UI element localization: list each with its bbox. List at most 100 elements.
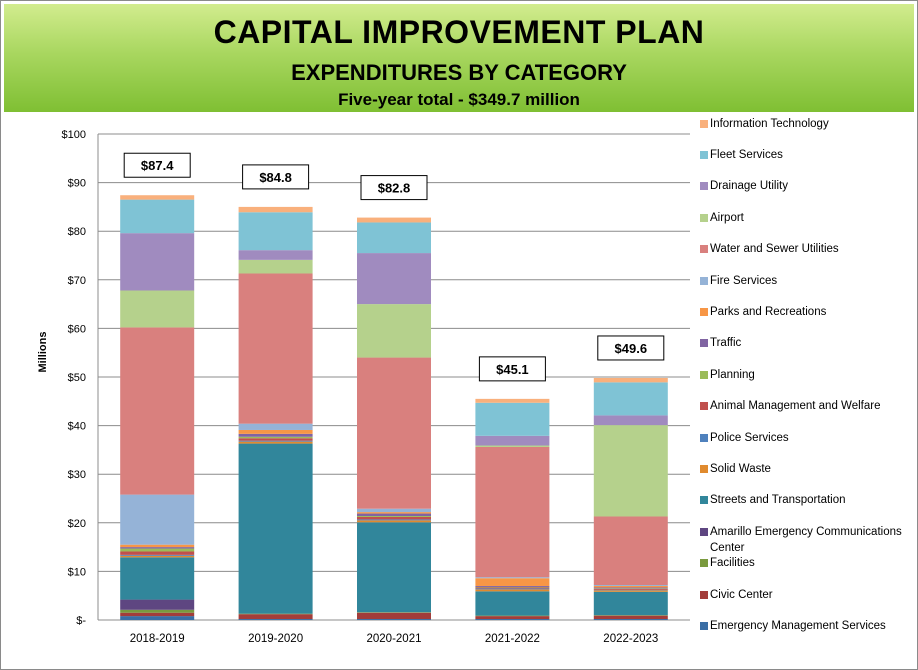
five-year-total: Five-year total - $349.7 million [338,90,580,109]
y-tick-label: $60 [68,323,86,335]
total-label: $82.8 [378,181,411,196]
bar-segment [593,619,668,620]
legend-label: Amarillo Emergency Communications Center [710,526,902,554]
bar-segment [357,619,431,620]
legend-swatch [700,496,708,504]
bar-segment [593,415,668,426]
bar-segment [593,516,668,586]
bar-segment [120,494,195,545]
y-tick-label: $50 [68,372,86,384]
bar-segment [238,438,313,441]
legend-swatch [700,371,708,379]
bar-segment [120,609,195,613]
y-tick-label: $100 [62,129,86,141]
total-label-box [478,356,546,382]
bar-segment [120,616,195,620]
chart-title: CAPITAL IMPROVEMENT PLAN [213,14,705,50]
bar-segment [475,398,550,403]
legend-label: Parks and Recreations [710,306,827,318]
bar-segment [238,436,313,439]
bar-segment [475,445,550,447]
bar-segment [357,516,431,520]
x-tick-label: 2020-2021 [367,633,422,645]
total-label: $87.4 [141,158,174,173]
total-label-box [123,152,191,178]
bar-segment [593,591,668,616]
bar-segment [475,589,550,592]
bar-segment [475,619,550,620]
total-label: $84.8 [259,170,292,185]
legend-label: Fire Services [710,275,778,287]
bar-segment [475,588,550,590]
bar-segment [120,199,195,234]
bar-segment [357,515,431,517]
title-banner: CAPITAL IMPROVEMENT PLAN EXPENDITURES BY… [4,4,914,112]
bar-segment [120,195,195,200]
legend-swatch [700,591,708,599]
bar-segment [475,402,550,436]
legend-label: Facilities [710,557,755,569]
bar-segment [475,585,550,587]
bar-segment [120,555,195,558]
total-label-box [360,175,428,201]
bar-segment [475,435,550,446]
legend-swatch [700,559,708,567]
bar-segment [357,217,431,223]
legend-swatch [700,308,708,316]
total-label: $45.1 [496,362,529,377]
bar-segment [120,554,195,556]
x-tick-label: 2018-2019 [130,633,185,645]
legend-swatch [700,277,708,285]
bar-segment [357,519,431,521]
bar-segment [238,429,313,434]
legend-label: Airport [710,212,744,224]
bar-segment [357,520,431,523]
bar-segment [120,290,195,328]
legend-swatch [700,434,708,442]
bar-segment [357,513,431,516]
bar-segment [238,206,313,213]
bar-segment [357,253,431,305]
legend-label: Emergency Management Services [710,620,886,632]
bar-segment [593,615,668,620]
legend-swatch [700,622,708,630]
bar-segment [120,612,195,617]
bar-segment [357,357,431,509]
legend-swatch [700,120,708,128]
bar-segment [238,614,313,620]
bar-segment [475,446,550,578]
y-tick-label: $90 [68,178,86,190]
bar-segment [593,377,668,383]
bar-segment [593,585,668,588]
bar-segment [238,433,313,437]
x-tick-label: 2019-2020 [248,633,303,645]
y-tick-label: $10 [68,566,86,578]
bar-segment [238,212,313,251]
bar-segment [120,599,195,610]
bar-segment [120,233,195,291]
y-axis-label: Millions [37,332,49,373]
bar-segment [593,590,668,592]
y-tick-label: $70 [68,275,86,287]
legend-label: Water and Sewer Utilities [710,243,839,255]
bar-segment [120,548,195,552]
bar-segment [475,616,550,620]
bar-segment [357,522,431,613]
legend-label: Planning [710,369,755,381]
legend-swatch [700,245,708,253]
bar-segment [238,440,313,442]
bar-segment [238,423,313,430]
bar-segment [238,441,313,444]
bar-segment [593,585,668,586]
y-tick-label: $- [76,615,86,627]
legend-label: Streets and Transportation [710,494,846,506]
legend-swatch [700,528,708,536]
total-label-box [597,335,665,361]
bar-segment [120,557,195,600]
bar-segment [357,612,431,620]
bar-segment [475,591,550,616]
bar-segment [593,588,668,590]
legend-label: Information Technology [710,118,829,130]
legend-label: Solid Waste [710,463,771,475]
legend-label: Police Services [710,432,789,444]
